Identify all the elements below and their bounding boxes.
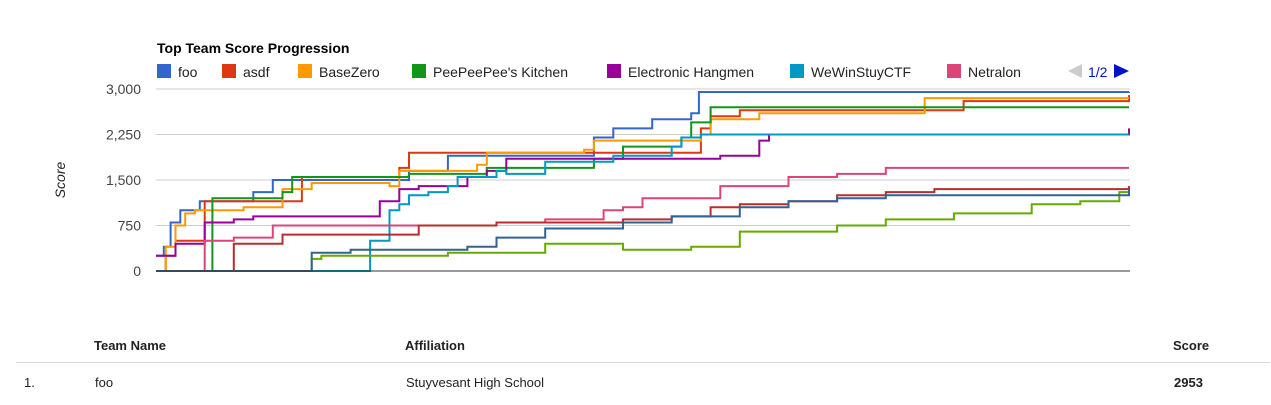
- y-tick-label: 2,250: [106, 127, 141, 143]
- legend-item-wewinstuyctf[interactable]: WeWinStuyCTF: [790, 64, 911, 80]
- legend-label: asdf: [243, 64, 270, 80]
- y-tick-label: 3,000: [106, 81, 141, 97]
- legend-item-electronic-hangmen[interactable]: Electronic Hangmen: [607, 64, 754, 80]
- y-tick-label: 0: [133, 263, 141, 279]
- series-line-foo[interactable]: [156, 91, 1130, 257]
- header-affiliation[interactable]: Affiliation: [405, 338, 465, 353]
- series-line-unnamed-7[interactable]: [156, 186, 1130, 272]
- legend-swatch: [157, 64, 171, 78]
- legend-next-icon[interactable]: [1114, 64, 1129, 78]
- row-score: 2953: [1174, 375, 1203, 390]
- y-axis-label: Score: [52, 162, 68, 199]
- score-progression-chart: Top Team Score Progression foo asdf BaseZe…: [52, 40, 1130, 279]
- y-tick-label: 750: [118, 218, 142, 234]
- series-line-peepeepee-s-kitchen[interactable]: [156, 106, 1129, 272]
- legend-label: foo: [178, 64, 198, 80]
- legend-label: WeWinStuyCTF: [811, 64, 911, 80]
- legend-item-netralon[interactable]: Netralon: [947, 64, 1021, 80]
- series-line-asdf[interactable]: [156, 95, 1130, 272]
- chart-title: Top Team Score Progression: [157, 40, 349, 56]
- header-team-name[interactable]: Team Name: [94, 338, 167, 353]
- legend-label: PeePeePee's Kitchen: [433, 64, 568, 80]
- row-rank: 1.: [24, 375, 35, 390]
- row-affiliation: Stuyvesant High School: [406, 375, 545, 390]
- series-lines: [156, 91, 1130, 272]
- legend-label: Electronic Hangmen: [628, 64, 754, 80]
- scoreboard-table: Team Name Affiliation Score 1. foo Stuyv…: [16, 330, 1270, 401]
- legend-label: Netralon: [968, 64, 1021, 80]
- legend-item-foo[interactable]: foo: [157, 64, 198, 80]
- series-line-netralon[interactable]: [156, 166, 1129, 272]
- chart-legend: foo asdf BaseZero PeePeePee's Kitchen Electr…: [157, 64, 1021, 80]
- legend-prev-icon[interactable]: [1068, 64, 1082, 78]
- legend-swatch: [298, 64, 312, 78]
- legend-swatch: [947, 64, 961, 78]
- legend-swatch: [790, 64, 804, 78]
- legend-label: BaseZero: [319, 64, 380, 80]
- header-score[interactable]: Score: [1173, 338, 1210, 353]
- series-line-wewinstuyctf[interactable]: [156, 133, 1129, 272]
- legend-swatch: [607, 64, 621, 78]
- legend-pager: 1/2: [1068, 64, 1129, 80]
- legend-item-peepeepee-s-kitchen[interactable]: PeePeePee's Kitchen: [412, 64, 568, 80]
- table-row: 1. foo Stuyvesant High School 2953: [16, 363, 1270, 401]
- scoreboard-header-row: Team Name Affiliation Score: [16, 330, 1270, 363]
- row-team-name[interactable]: foo: [95, 375, 114, 390]
- legend-swatch: [222, 64, 236, 78]
- series-line-unnamed-9[interactable]: [156, 189, 1130, 272]
- legend-swatch: [412, 64, 426, 78]
- y-axis-ticks: 0 750 1,500 2,250 3,000: [106, 81, 141, 279]
- legend-page-indicator: 1/2: [1088, 64, 1108, 80]
- y-tick-label: 1,500: [106, 172, 141, 188]
- legend-item-basezero[interactable]: BaseZero: [298, 64, 380, 80]
- series-line-electronic-hangmen[interactable]: [156, 128, 1130, 257]
- legend-item-asdf[interactable]: asdf: [222, 64, 270, 80]
